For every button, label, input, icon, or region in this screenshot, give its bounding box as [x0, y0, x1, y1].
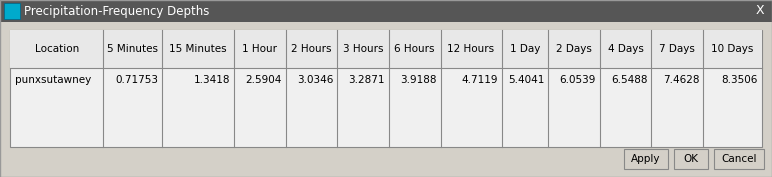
Text: Location: Location	[35, 44, 79, 54]
Bar	[10, 30, 762, 147]
Bar	[674, 149, 708, 169]
Text: 3.2871: 3.2871	[348, 75, 385, 85]
Text: 6.5488: 6.5488	[611, 75, 648, 85]
Bar	[624, 149, 668, 169]
Text: OK: OK	[683, 154, 699, 164]
Text: 1 Hour: 1 Hour	[242, 44, 277, 54]
Text: 7.4628: 7.4628	[662, 75, 699, 85]
Text: 0.71753: 0.71753	[115, 75, 158, 85]
Text: 1 Day: 1 Day	[510, 44, 540, 54]
Bar	[714, 149, 764, 169]
Text: 15 Minutes: 15 Minutes	[169, 44, 227, 54]
Text: 1.3418: 1.3418	[193, 75, 230, 85]
Bar	[10, 30, 762, 68]
Text: Precipitation-Frequency Depths: Precipitation-Frequency Depths	[24, 4, 209, 18]
Text: 5.4041: 5.4041	[508, 75, 544, 85]
Text: punxsutawney: punxsutawney	[15, 75, 91, 85]
Text: 2 Hours: 2 Hours	[291, 44, 332, 54]
Text: 5 Minutes: 5 Minutes	[107, 44, 158, 54]
Text: 3 Hours: 3 Hours	[343, 44, 383, 54]
Text: 6.0539: 6.0539	[560, 75, 596, 85]
Bar	[4, 3, 20, 19]
Text: 10 Days: 10 Days	[711, 44, 753, 54]
Text: 2.5904: 2.5904	[245, 75, 282, 85]
Text: 2 Days: 2 Days	[556, 44, 592, 54]
Text: 8.3506: 8.3506	[722, 75, 758, 85]
Text: Apply: Apply	[631, 154, 661, 164]
Bar	[0, 0, 772, 22]
Text: 3.9188: 3.9188	[400, 75, 436, 85]
Text: 3.0346: 3.0346	[296, 75, 334, 85]
Text: Cancel: Cancel	[721, 154, 757, 164]
Text: 12 Hours: 12 Hours	[448, 44, 495, 54]
Text: 7 Days: 7 Days	[659, 44, 696, 54]
Text: 4 Days: 4 Days	[608, 44, 644, 54]
Bar	[0, 22, 772, 177]
Text: X: X	[755, 4, 764, 18]
Text: 6 Hours: 6 Hours	[394, 44, 435, 54]
Text: 4.7119: 4.7119	[461, 75, 497, 85]
